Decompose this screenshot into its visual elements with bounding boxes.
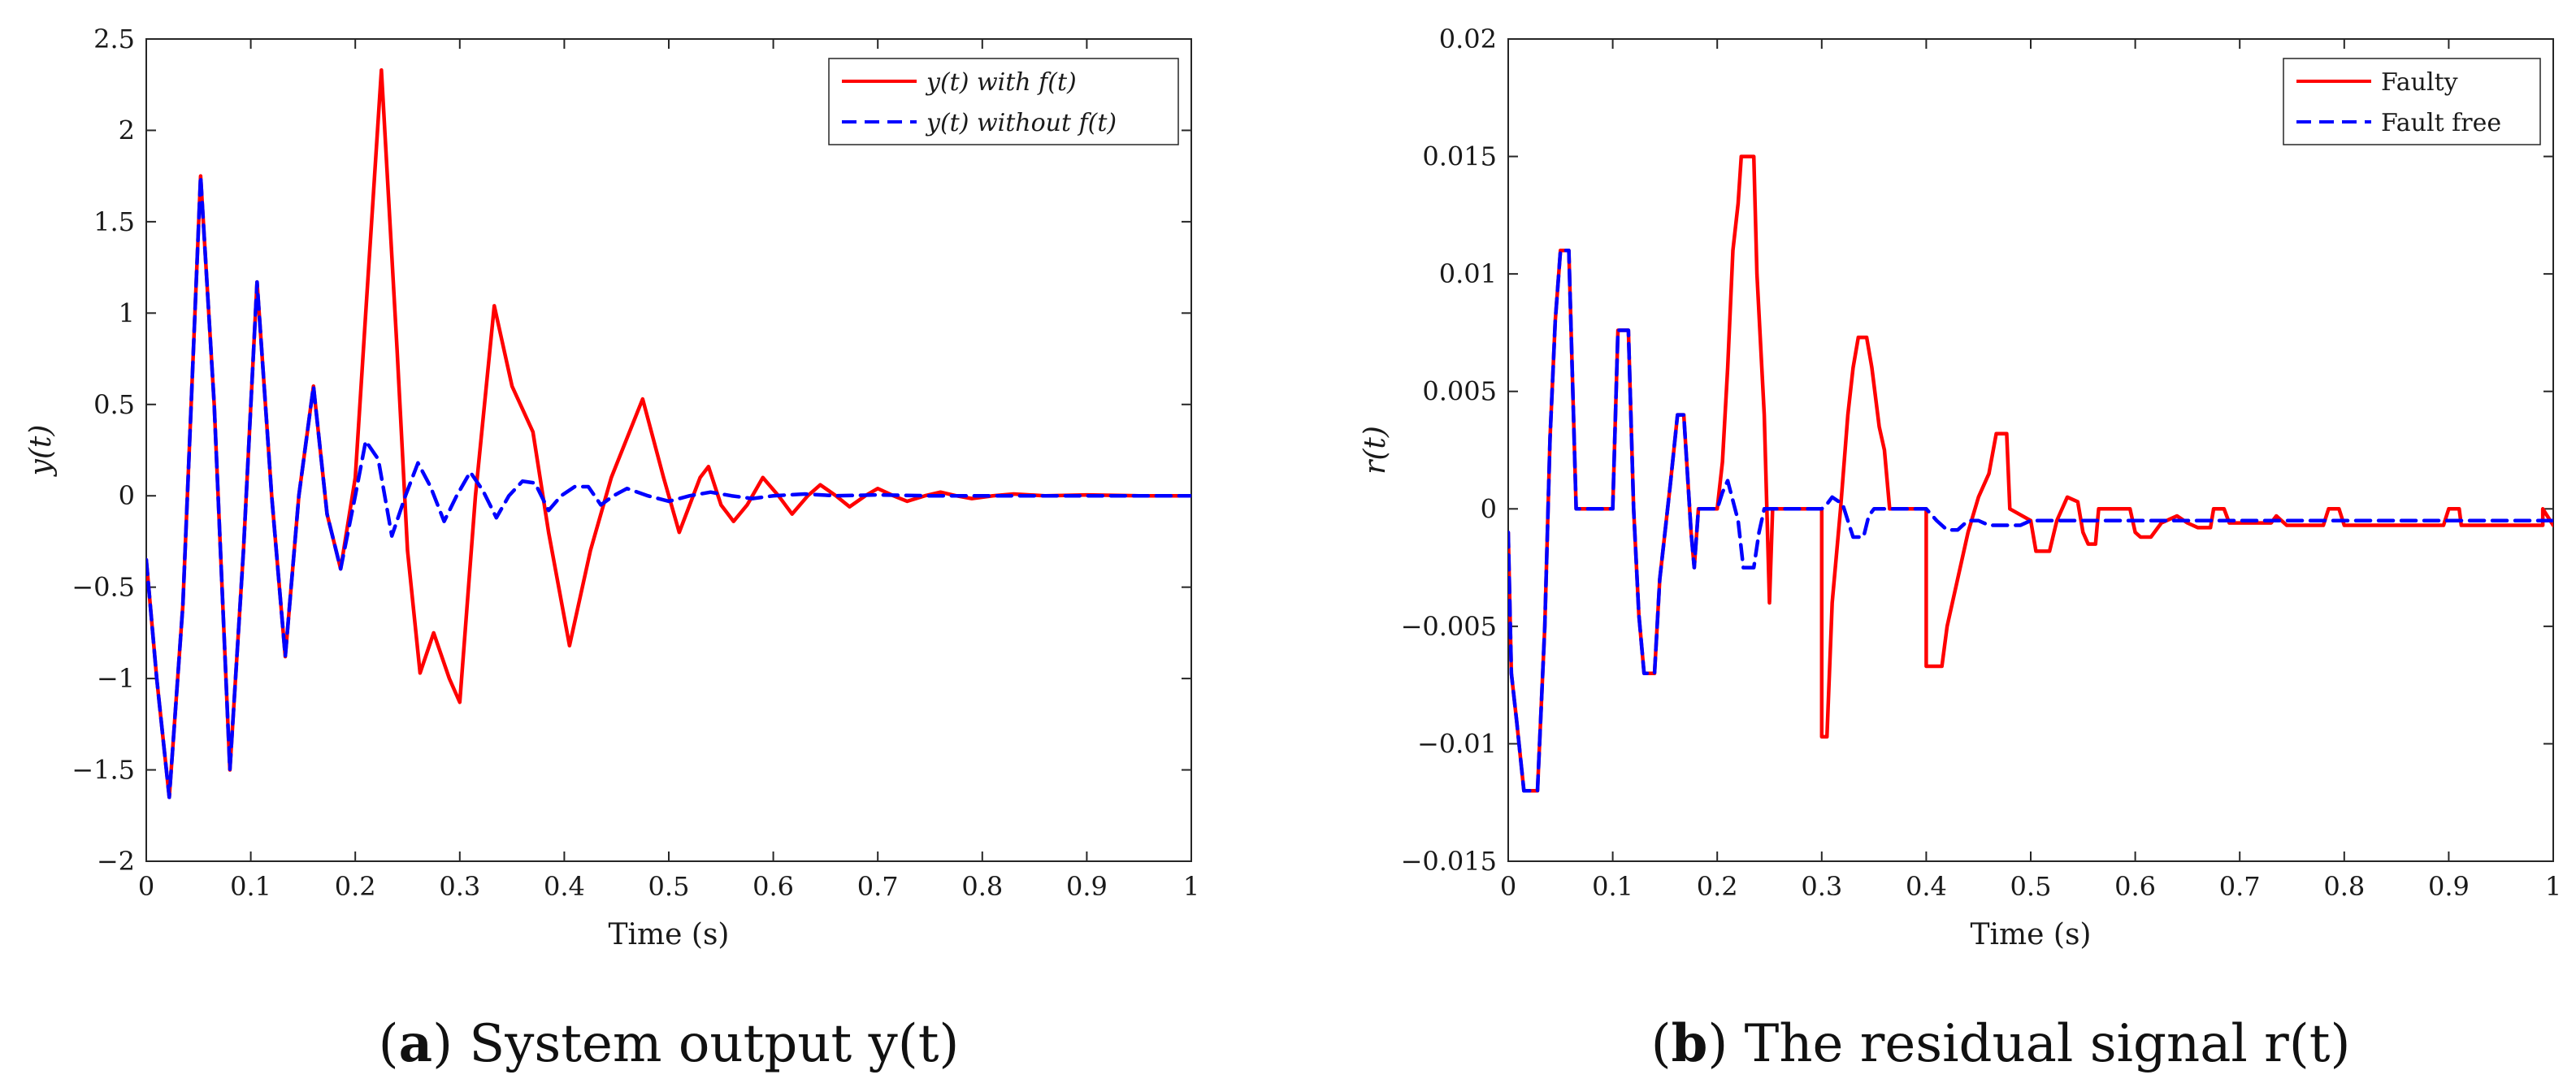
caption-b-text: The residual signal r(t) — [1745, 1014, 2351, 1074]
chart-a-y-tick-label: 1.5 — [93, 206, 135, 237]
chart-a-legend-label-fault-free: y(t) without f(t) — [925, 109, 1117, 137]
chart-b-y-tick-label: 0.015 — [1422, 141, 1497, 172]
chart-b-series-fault-free-line — [1508, 248, 2553, 793]
chart-a-legend-box — [828, 58, 1179, 145]
chart-a-ticks: 0 0.1 0.2 0.3 0.4 0.5 0.6 0.7 0.8 0.9 1 −2 −1.5 −1 −0.… — [72, 24, 1199, 902]
chart-a-x-tick-label: 1 — [1183, 871, 1199, 902]
chart-b-y-tick-label: −0.01 — [1417, 728, 1497, 759]
chart-a-x-tick-label: 0.6 — [752, 871, 794, 902]
chart-b-x-tick-label: 0.6 — [2114, 871, 2156, 902]
chart-a-x-tick-label: 0.7 — [857, 871, 899, 902]
chart-a-y-tick-label: 2.5 — [93, 24, 135, 54]
chart-b-legend-label-fault-free: Fault free — [2381, 109, 2501, 137]
chart-a-y-tick-label: −1.5 — [72, 755, 135, 786]
chart-b-x-tick-label: 0.7 — [2219, 871, 2261, 902]
chart-a-x-tick-label: 0.9 — [1066, 871, 1108, 902]
chart-b-x-tick-label: 1 — [2545, 871, 2561, 902]
chart-b-y-tick-label: 0 — [1481, 493, 1497, 524]
chart-a-y-tick-label: −2 — [97, 846, 135, 877]
caption-a: (a) System output y(t) — [379, 1013, 960, 1074]
chart-a-plot-area — [145, 38, 1192, 862]
caption-b: (b) The residual signal r(t) — [1651, 1013, 2351, 1074]
chart-a-y-tick-label: 1 — [119, 297, 135, 328]
chart-a-x-tick-label: 0.5 — [648, 871, 690, 902]
chart-b-x-tick-label: 0.3 — [1801, 871, 1842, 902]
caption-b-tag: b — [1672, 1013, 1708, 1074]
chart-b-x-tick-label: 0.2 — [1697, 871, 1738, 902]
chart-b-series-group — [1508, 154, 2553, 793]
chart-a: 0 0.1 0.2 0.3 0.4 0.5 0.6 0.7 0.8 0.9 1 −2 −1.5 −1 −0.… — [24, 24, 1199, 951]
chart-b-y-tick-label: 0.01 — [1439, 258, 1497, 289]
chart-b-x-tick-label: 0 — [1500, 871, 1516, 902]
chart-a-legend: y(t) with f(t) y(t) without f(t) — [828, 58, 1179, 145]
chart-b: 0 0.1 0.2 0.3 0.4 0.5 0.6 0.7 0.8 0.9 1 −0.015 −0.01… — [1359, 24, 2561, 951]
chart-b-x-tick-label: 0.1 — [1592, 871, 1633, 902]
caption-a-text: System output y(t) — [469, 1014, 959, 1074]
chart-a-x-tick-label: 0 — [138, 871, 154, 902]
chart-b-y-tick-label: 0.02 — [1439, 24, 1497, 54]
chart-a-legend-label-faulty: y(t) with f(t) — [925, 68, 1077, 97]
chart-a-series-group — [146, 67, 1191, 800]
chart-b-x-tick-label: 0.5 — [2010, 871, 2052, 902]
chart-a-y-tick-label: 0.5 — [93, 389, 135, 420]
chart-a-x-tick-label: 0.1 — [230, 871, 271, 902]
chart-a-x-axis-label: Time (s) — [609, 918, 730, 951]
chart-a-series-fault-free-line — [146, 174, 1191, 800]
chart-b-legend-label-faulty: Faulty — [2381, 68, 2458, 97]
chart-a-y-tick-label: −0.5 — [72, 572, 135, 603]
chart-b-y-tick-label: −0.005 — [1401, 611, 1497, 642]
chart-a-x-tick-label: 0.8 — [961, 871, 1003, 902]
chart-b-y-axis-label: r(t) — [1359, 426, 1392, 474]
chart-b-x-tick-label: 0.4 — [1906, 871, 1947, 902]
chart-a-x-tick-label: 0.4 — [544, 871, 585, 902]
chart-a-y-tick-label: 0 — [119, 480, 135, 511]
chart-b-legend-box — [2283, 58, 2541, 145]
chart-b-x-tick-label: 0.9 — [2428, 871, 2470, 902]
chart-b-ticks: 0 0.1 0.2 0.3 0.4 0.5 0.6 0.7 0.8 0.9 1 −0.015 −0.01… — [1401, 24, 2562, 902]
chart-a-y-tick-label: 2 — [119, 115, 135, 145]
chart-a-y-tick-label: −1 — [97, 663, 135, 694]
chart-a-y-axis-label: y(t) — [24, 425, 58, 478]
chart-b-x-axis-label: Time (s) — [1971, 918, 2092, 951]
chart-b-legend: Faulty Fault free — [2283, 58, 2541, 145]
chart-b-x-tick-label: 0.8 — [2323, 871, 2365, 902]
chart-b-y-tick-label: −0.015 — [1401, 846, 1497, 877]
chart-b-plot-area — [1507, 38, 2554, 862]
caption-a-tag: a — [399, 1013, 432, 1074]
chart-b-y-tick-label: 0.005 — [1422, 376, 1497, 407]
chart-a-x-tick-label: 0.3 — [439, 871, 480, 902]
chart-a-x-tick-label: 0.2 — [335, 871, 376, 902]
